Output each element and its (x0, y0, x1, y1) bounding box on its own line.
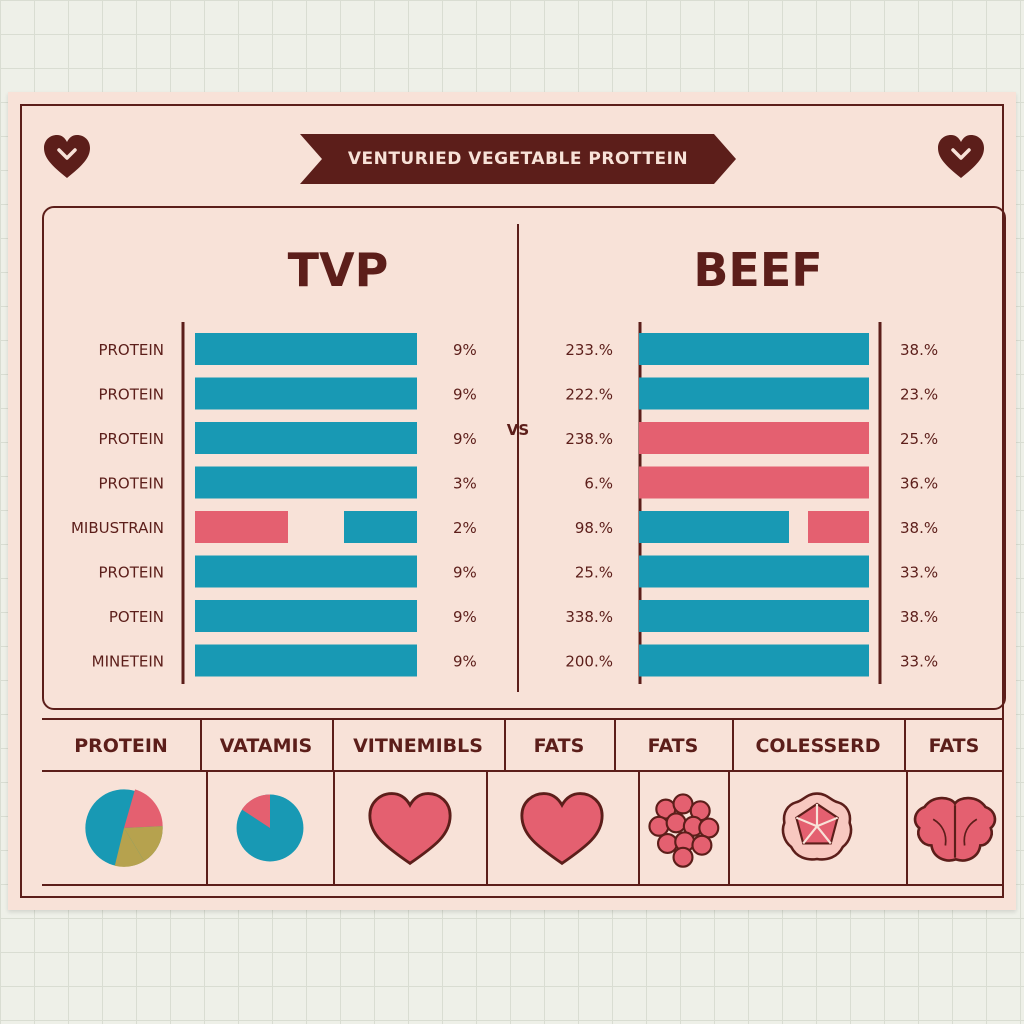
beef-left-label: 6.% (584, 475, 613, 493)
tvp-bar (195, 422, 417, 454)
nutrient-header-label: FATS (928, 735, 980, 757)
nutrient-header-row (42, 720, 1004, 772)
beef-value-label: 25.% (900, 430, 938, 448)
tvp-value-label: 9% (453, 564, 477, 582)
nutrient-header-label: VATAMIS (219, 735, 313, 757)
beef-bar-segment (808, 511, 869, 543)
tvp-category-label: PROTEIN (98, 386, 164, 404)
beef-left-label: 238.% (565, 430, 613, 448)
beef-bar (639, 600, 869, 632)
pie-chart-icon (42, 774, 206, 882)
tvp-bar (195, 555, 417, 588)
beef-bar (639, 422, 869, 454)
heart-icon (938, 135, 984, 178)
icon-cell-divider (728, 772, 730, 884)
beef-cut-icon (906, 774, 1004, 882)
cell-cluster-icon (638, 774, 728, 882)
tvp-bar (195, 644, 417, 677)
tvp-category-label: MINETEIN (92, 653, 164, 671)
beef-left-label: 25.% (575, 564, 613, 582)
nutrient-header-label: VITNEMIBLS (353, 735, 483, 757)
icon-cell-divider (333, 772, 335, 884)
tvp-bar (195, 600, 417, 632)
beef-value-label: 38.% (900, 341, 938, 359)
vs-label: VS (507, 421, 529, 439)
heart-icon (333, 774, 486, 882)
header-divider (614, 720, 616, 772)
beef-value-label: 36.% (900, 475, 938, 493)
title-banner (300, 134, 736, 184)
bar-charts: VS PROTEIN 9% PROTEIN 9% PROTEIN 9% PROTEIN 3% MI… (71, 224, 938, 692)
beef-title: BEEF (693, 243, 823, 297)
tvp-value-label: 3% (453, 475, 477, 493)
beef-bar-segment (639, 511, 789, 543)
tvp-category-label: PROTEIN (98, 430, 164, 448)
icon-cell-divider (486, 772, 488, 884)
comparison-panel (42, 206, 1006, 710)
nutrient-header-label: FATS (533, 735, 585, 757)
nutrient-header-label: FATS (647, 735, 699, 757)
tvp-title: TVP (287, 243, 389, 297)
beef-left-label: 338.% (565, 608, 613, 626)
beef-left-label: 200.% (565, 653, 613, 671)
pie-chart-icon (206, 774, 333, 882)
tvp-value-label: 9% (453, 430, 477, 448)
tvp-value-label: 9% (453, 653, 477, 671)
tvp-category-label: PROTEIN (98, 564, 164, 582)
beef-left-label: 233.% (565, 341, 613, 359)
beef-bar (639, 466, 869, 499)
tvp-value-label: 9% (453, 386, 477, 404)
header-divider (904, 720, 906, 772)
nutrient-header-label: COLESSERD (755, 735, 881, 757)
header-divider (732, 720, 734, 772)
tvp-value-label: 2% (453, 519, 477, 537)
beef-bar (639, 555, 869, 588)
beef-bar (639, 377, 869, 410)
beef-bar (639, 644, 869, 677)
beef-value-label: 38.% (900, 519, 938, 537)
heart-icon (486, 774, 638, 882)
comparison-card: VENTURIED VEGETABLE PROTTEIN TVP BEEF VS… (8, 92, 1016, 910)
beef-left-label: 98.% (575, 519, 613, 537)
card-frame (20, 104, 1004, 898)
icon-cell-divider (206, 772, 208, 884)
tvp-bar (195, 333, 417, 365)
tvp-category-label: MIBUSTRAIN (71, 519, 164, 537)
beef-value-label: 23.% (900, 386, 938, 404)
tvp-value-label: 9% (453, 608, 477, 626)
icon-cell-divider (638, 772, 640, 884)
tvp-category-label: POTEIN (109, 608, 164, 626)
header-divider (332, 720, 334, 772)
beef-left-label: 222.% (565, 386, 613, 404)
beef-value-label: 33.% (900, 564, 938, 582)
header-divider (504, 720, 506, 772)
beef-bar (639, 333, 869, 365)
tvp-bar-segment (344, 511, 417, 543)
meat-cut-icon (728, 774, 906, 882)
tvp-category-label: PROTEIN (98, 475, 164, 493)
banner-title: VENTURIED VEGETABLE PROTTEIN (347, 149, 689, 169)
header-divider (200, 720, 202, 772)
beef-value-label: 38.% (900, 608, 938, 626)
tvp-category-label: PROTEIN (98, 341, 164, 359)
heart-icon (44, 135, 90, 178)
beef-value-label: 33.% (900, 653, 938, 671)
tvp-bar (195, 466, 417, 499)
tvp-bar-segment (195, 511, 288, 543)
tvp-bar (195, 377, 417, 410)
nutrient-header-label: PROTEIN (74, 735, 168, 757)
tvp-value-label: 9% (453, 341, 477, 359)
icon-cell-divider (906, 772, 908, 884)
nutrient-table: PROTEIN VATAMIS VITNEMIBLS FATS FATS COLESSER… (42, 718, 1004, 886)
